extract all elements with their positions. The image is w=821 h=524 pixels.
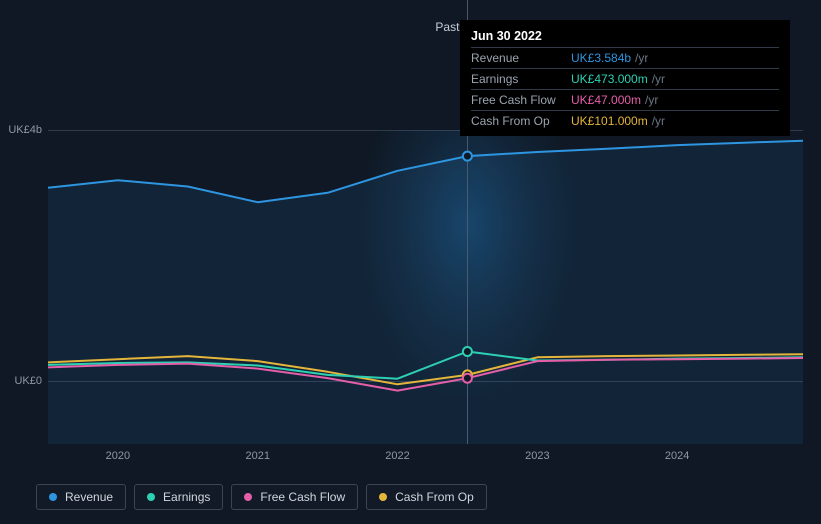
x-axis-label: 2021 — [245, 450, 269, 462]
tooltip-metric-name: Revenue — [471, 51, 571, 65]
financials-chart: UK£4bUK£020202021202220232024PastAnalyst… — [18, 0, 803, 524]
x-axis-label: 2020 — [106, 450, 130, 462]
legend-item-revenue[interactable]: Revenue — [36, 484, 126, 510]
legend-label: Free Cash Flow — [260, 490, 345, 504]
tooltip-date: Jun 30 2022 — [471, 27, 779, 48]
plot-area[interactable]: UK£4bUK£020202021202220232024PastAnalyst… — [48, 130, 803, 444]
x-axis-label: 2023 — [525, 450, 549, 462]
legend-item-fcf[interactable]: Free Cash Flow — [231, 484, 358, 510]
x-axis-label: 2022 — [385, 450, 409, 462]
tooltip-per-suffix: /yr — [652, 114, 665, 128]
legend-label: Earnings — [163, 490, 210, 504]
legend-label: Revenue — [65, 490, 113, 504]
tooltip-row: RevenueUK£3.584b/yr — [471, 48, 779, 69]
marker-fcf[interactable] — [463, 374, 472, 383]
chart-tooltip: Jun 30 2022 RevenueUK£3.584b/yrEarningsU… — [460, 20, 790, 136]
tooltip-metric-name: Cash From Op — [471, 114, 571, 128]
tooltip-row: Free Cash FlowUK£47.000m/yr — [471, 90, 779, 111]
tooltip-per-suffix: /yr — [635, 51, 648, 65]
tooltip-per-suffix: /yr — [652, 72, 665, 86]
tooltip-metric-name: Earnings — [471, 72, 571, 86]
tooltip-row: EarningsUK£473.000m/yr — [471, 69, 779, 90]
x-axis-label: 2024 — [665, 450, 689, 462]
legend-dot-icon — [244, 493, 252, 501]
tooltip-metric-value: UK£3.584b — [571, 51, 631, 65]
tooltip-row: Cash From OpUK£101.000m/yr — [471, 111, 779, 131]
y-axis-label: UK£0 — [14, 375, 42, 387]
tooltip-metric-value: UK£473.000m — [571, 72, 648, 86]
legend: Revenue Earnings Free Cash Flow Cash From O… — [36, 484, 487, 510]
legend-item-earnings[interactable]: Earnings — [134, 484, 223, 510]
legend-dot-icon — [379, 493, 387, 501]
tooltip-per-suffix: /yr — [645, 93, 658, 107]
chart-svg — [48, 130, 803, 444]
legend-item-cash[interactable]: Cash From Op — [366, 484, 487, 510]
y-axis-label: UK£4b — [8, 124, 42, 136]
tooltip-metric-value: UK£101.000m — [571, 114, 648, 128]
tooltip-metric-value: UK£47.000m — [571, 93, 641, 107]
legend-dot-icon — [49, 493, 57, 501]
marker-earnings[interactable] — [463, 347, 472, 356]
tooltip-metric-name: Free Cash Flow — [471, 93, 571, 107]
legend-dot-icon — [147, 493, 155, 501]
marker-revenue[interactable] — [463, 152, 472, 161]
legend-label: Cash From Op — [395, 490, 474, 504]
series-area-revenue — [48, 141, 803, 444]
